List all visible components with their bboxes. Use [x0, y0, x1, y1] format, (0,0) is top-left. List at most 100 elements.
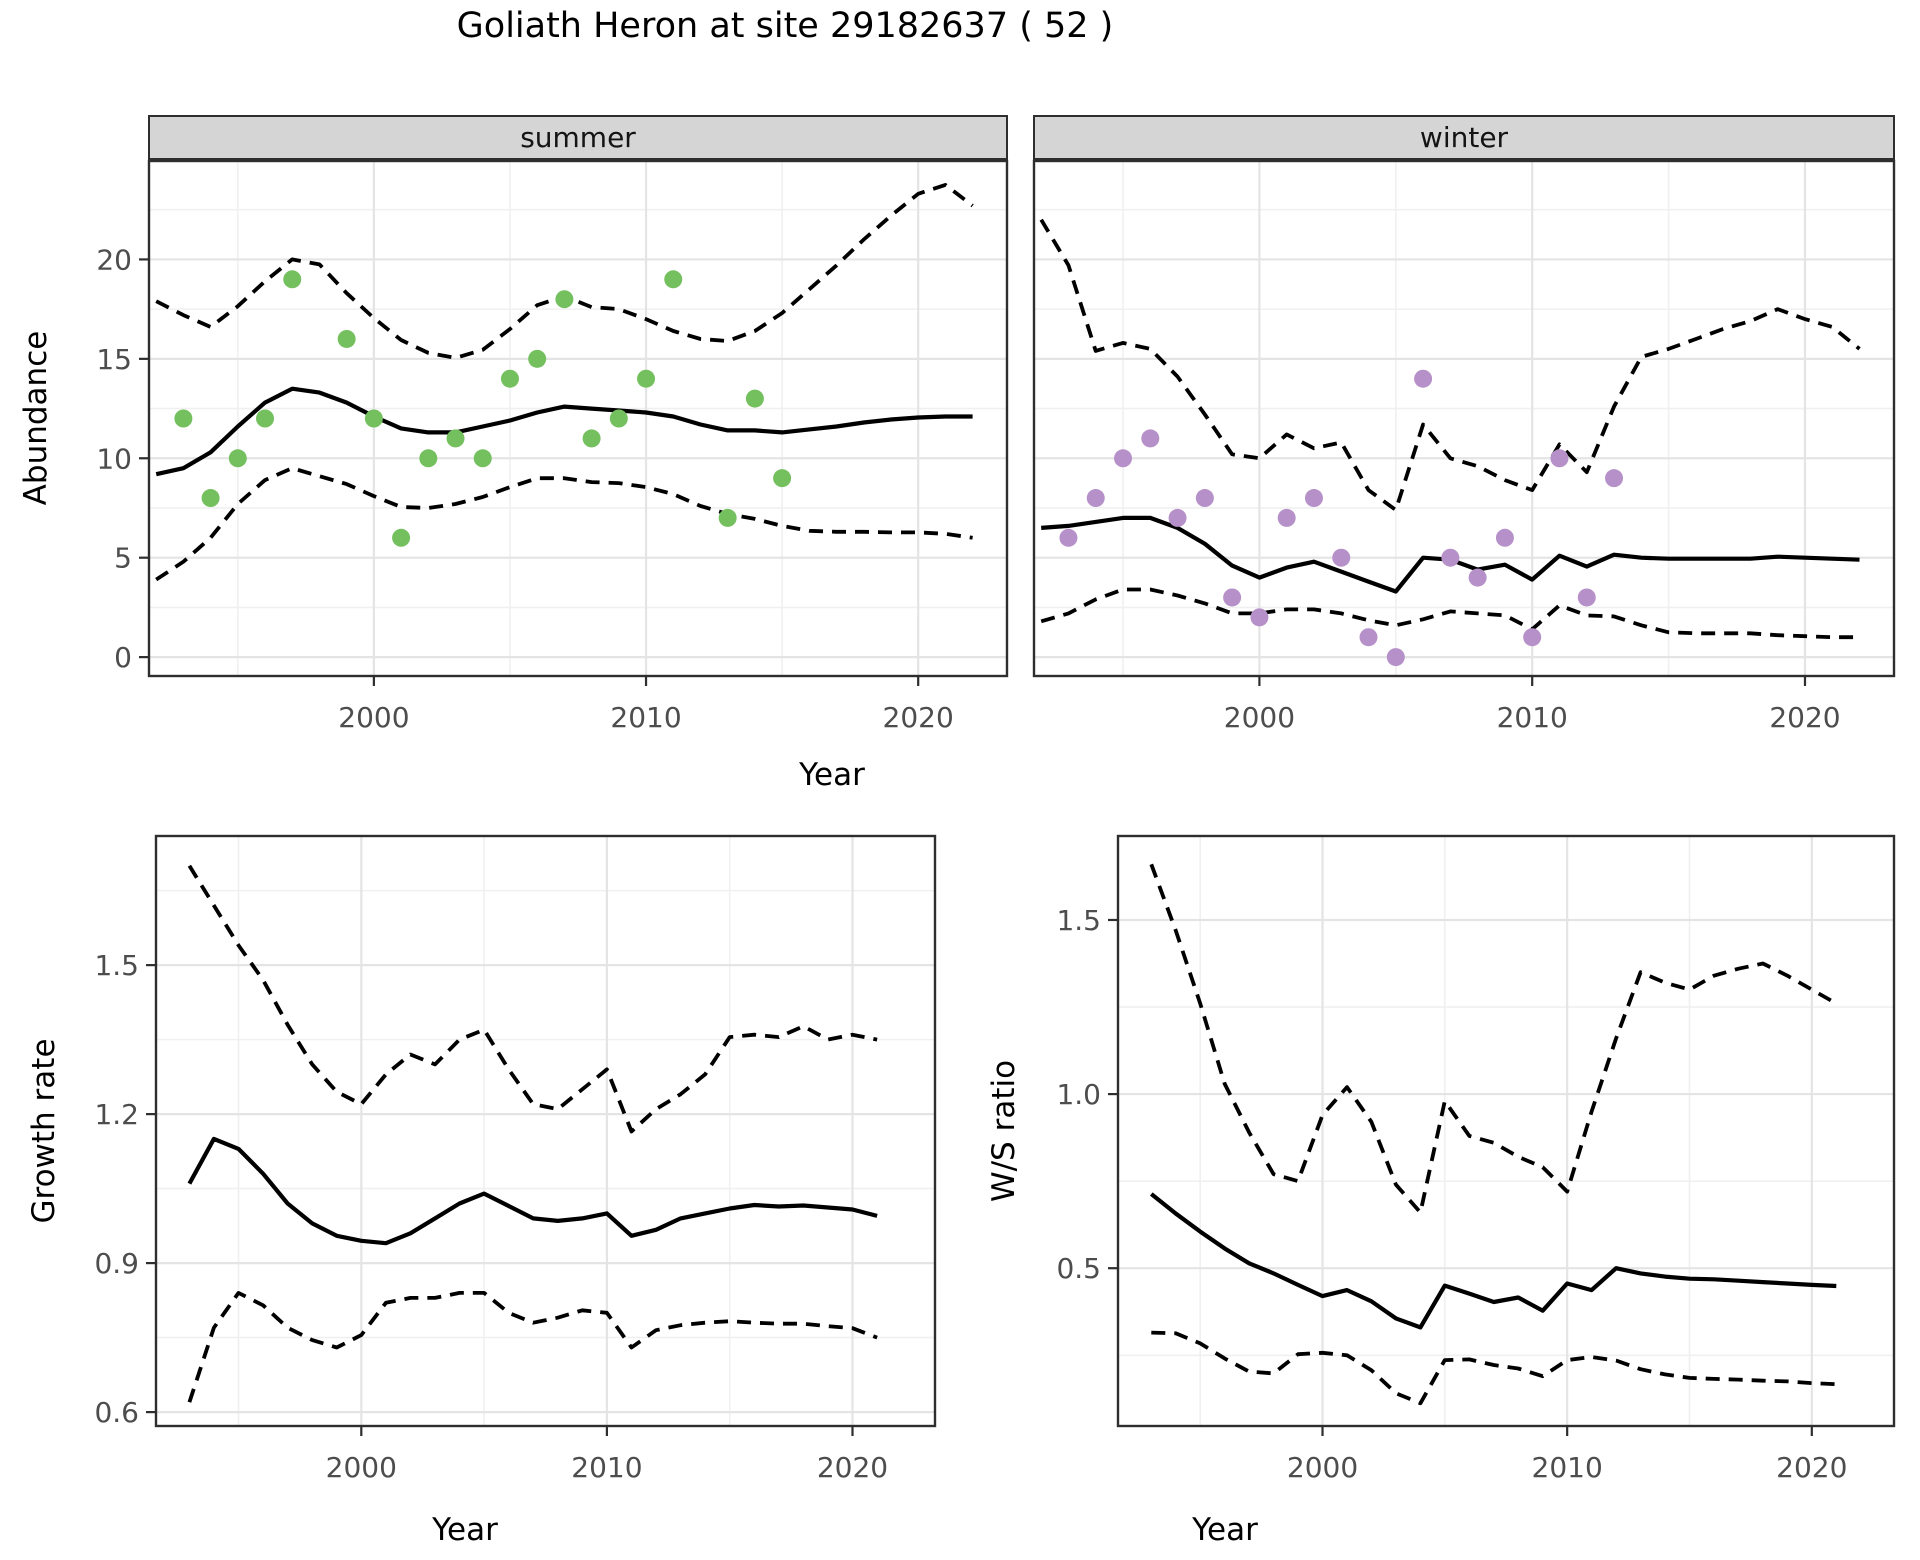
- observation-point: [1523, 628, 1542, 647]
- x-axis-title-ws: Year: [1192, 1512, 1258, 1548]
- observation-point: [555, 290, 574, 309]
- observation-point: [1195, 489, 1214, 508]
- y-tick-label: 20: [96, 243, 132, 276]
- lower-ci-dashed-line: [155, 466, 973, 582]
- observation-point: [201, 489, 220, 508]
- x-tick-label: 2020: [883, 701, 954, 734]
- panel-ws-ratio: 2000 2010 2020 0.5 1.0 1.5: [1056, 834, 1896, 1484]
- panel-abundance-winter: 2000 2010 2020: [1032, 159, 1896, 734]
- facet-strip-summer-label: summer: [520, 121, 636, 154]
- observation-point: [1114, 449, 1133, 468]
- observation-point: [473, 449, 492, 468]
- observation-point: [1550, 449, 1569, 468]
- panel-background: [155, 835, 936, 1427]
- observation-point: [1223, 588, 1242, 607]
- upper-ci-dashed-line: [187, 864, 878, 1134]
- y-tick-label: 0: [114, 641, 132, 674]
- observation-point: [718, 508, 737, 527]
- observation-point: [1468, 568, 1487, 587]
- observation-point: [500, 369, 519, 388]
- median-line: [187, 1136, 878, 1246]
- observation-point: [1086, 489, 1105, 508]
- observation-point: [283, 270, 302, 289]
- lower-ci-dashed-line: [187, 1290, 878, 1403]
- panel-border: [154, 834, 937, 1428]
- observation-point: [1605, 469, 1624, 488]
- observation-point: [664, 270, 683, 289]
- observation-point: [1250, 608, 1269, 627]
- observation-point: [1332, 548, 1351, 567]
- panel-border: [1116, 834, 1896, 1428]
- observation-point: [745, 389, 764, 408]
- observation-point: [1304, 489, 1323, 508]
- observation-point: [337, 329, 356, 348]
- x-tick-label: 2000: [326, 1451, 397, 1484]
- observation-point: [1359, 628, 1378, 647]
- y-tick-label: 0.5: [1056, 1252, 1101, 1285]
- x-tick-label: 2010: [1532, 1451, 1603, 1484]
- observation-point: [1577, 588, 1596, 607]
- observation-point: [228, 449, 247, 468]
- x-tick-label: 2020: [1769, 701, 1840, 734]
- x-tick-label: 2020: [817, 1451, 888, 1484]
- x-tick-label: 2000: [1224, 701, 1295, 734]
- panel-background: [148, 160, 1008, 677]
- x-axis-title-growth: Year: [432, 1512, 498, 1548]
- y-axis-title-abundance: Abundance: [18, 330, 54, 506]
- observation-point: [1495, 528, 1514, 547]
- y-tick-label: 1.5: [1056, 904, 1101, 937]
- observation-point: [256, 409, 275, 428]
- facet-strip-winter-label: winter: [1419, 121, 1509, 154]
- observation-point: [419, 449, 438, 468]
- panel-border: [147, 159, 1009, 678]
- facet-strip-summer: summer: [148, 115, 1008, 160]
- x-tick-label: 2010: [610, 701, 681, 734]
- lower-ci-dashed-line: [1151, 1330, 1837, 1406]
- lower-ci-dashed-line: [1040, 587, 1860, 640]
- observation-point: [446, 429, 465, 448]
- panel-background: [1117, 835, 1895, 1427]
- y-tick-label: 1.2: [94, 1098, 139, 1131]
- y-tick-label: 0.6: [94, 1396, 139, 1429]
- upper-ci-dashed-line: [1149, 863, 1838, 1215]
- facet-strip-winter: winter: [1033, 115, 1895, 160]
- observation-point: [528, 349, 547, 368]
- chart-title: Goliath Heron at site 29182637 ( 52 ): [456, 6, 1114, 46]
- observation-point: [1168, 508, 1187, 527]
- observation-point: [1386, 648, 1405, 667]
- y-axis-title-growth-rate: Growth rate: [26, 1038, 62, 1224]
- x-axis-title-top: Year: [799, 757, 865, 793]
- observation-point: [364, 409, 383, 428]
- median-line: [155, 386, 973, 477]
- y-tick-label: 10: [96, 442, 132, 475]
- y-tick-label: 5: [114, 542, 132, 575]
- y-tick-label: 1.5: [94, 949, 139, 982]
- x-tick-label: 2020: [1776, 1451, 1847, 1484]
- observation-point: [1277, 508, 1296, 527]
- x-tick-label: 2000: [338, 701, 409, 734]
- observation-point: [1441, 548, 1460, 567]
- panel-border: [1032, 159, 1896, 678]
- observation-point: [582, 429, 601, 448]
- panel-growth-rate: 2000 2010 2020 0.6 0.9 1.2 1.5: [94, 834, 937, 1484]
- x-tick-label: 2010: [571, 1451, 642, 1484]
- y-tick-label: 15: [96, 343, 132, 376]
- observation-point: [1059, 528, 1078, 547]
- median-line: [1149, 1192, 1837, 1330]
- y-tick-label: 0.9: [94, 1247, 139, 1280]
- panel-background: [1033, 160, 1895, 677]
- observation-point: [1414, 369, 1433, 388]
- y-tick-label: 1.0: [1056, 1078, 1101, 1111]
- upper-ci-dashed-line: [1039, 218, 1861, 512]
- observation-point: [392, 528, 411, 547]
- x-tick-label: 2010: [1497, 701, 1568, 734]
- x-tick-label: 2000: [1287, 1451, 1358, 1484]
- observation-point: [174, 409, 193, 428]
- observation-point: [609, 409, 628, 428]
- observation-point: [773, 469, 792, 488]
- panel-abundance-summer: 2000 2010 2020 0 5 10 15 20: [96, 159, 1009, 734]
- y-axis-title-ws-ratio: W/S ratio: [986, 1059, 1022, 1203]
- observation-point: [637, 369, 656, 388]
- observation-point: [1141, 429, 1160, 448]
